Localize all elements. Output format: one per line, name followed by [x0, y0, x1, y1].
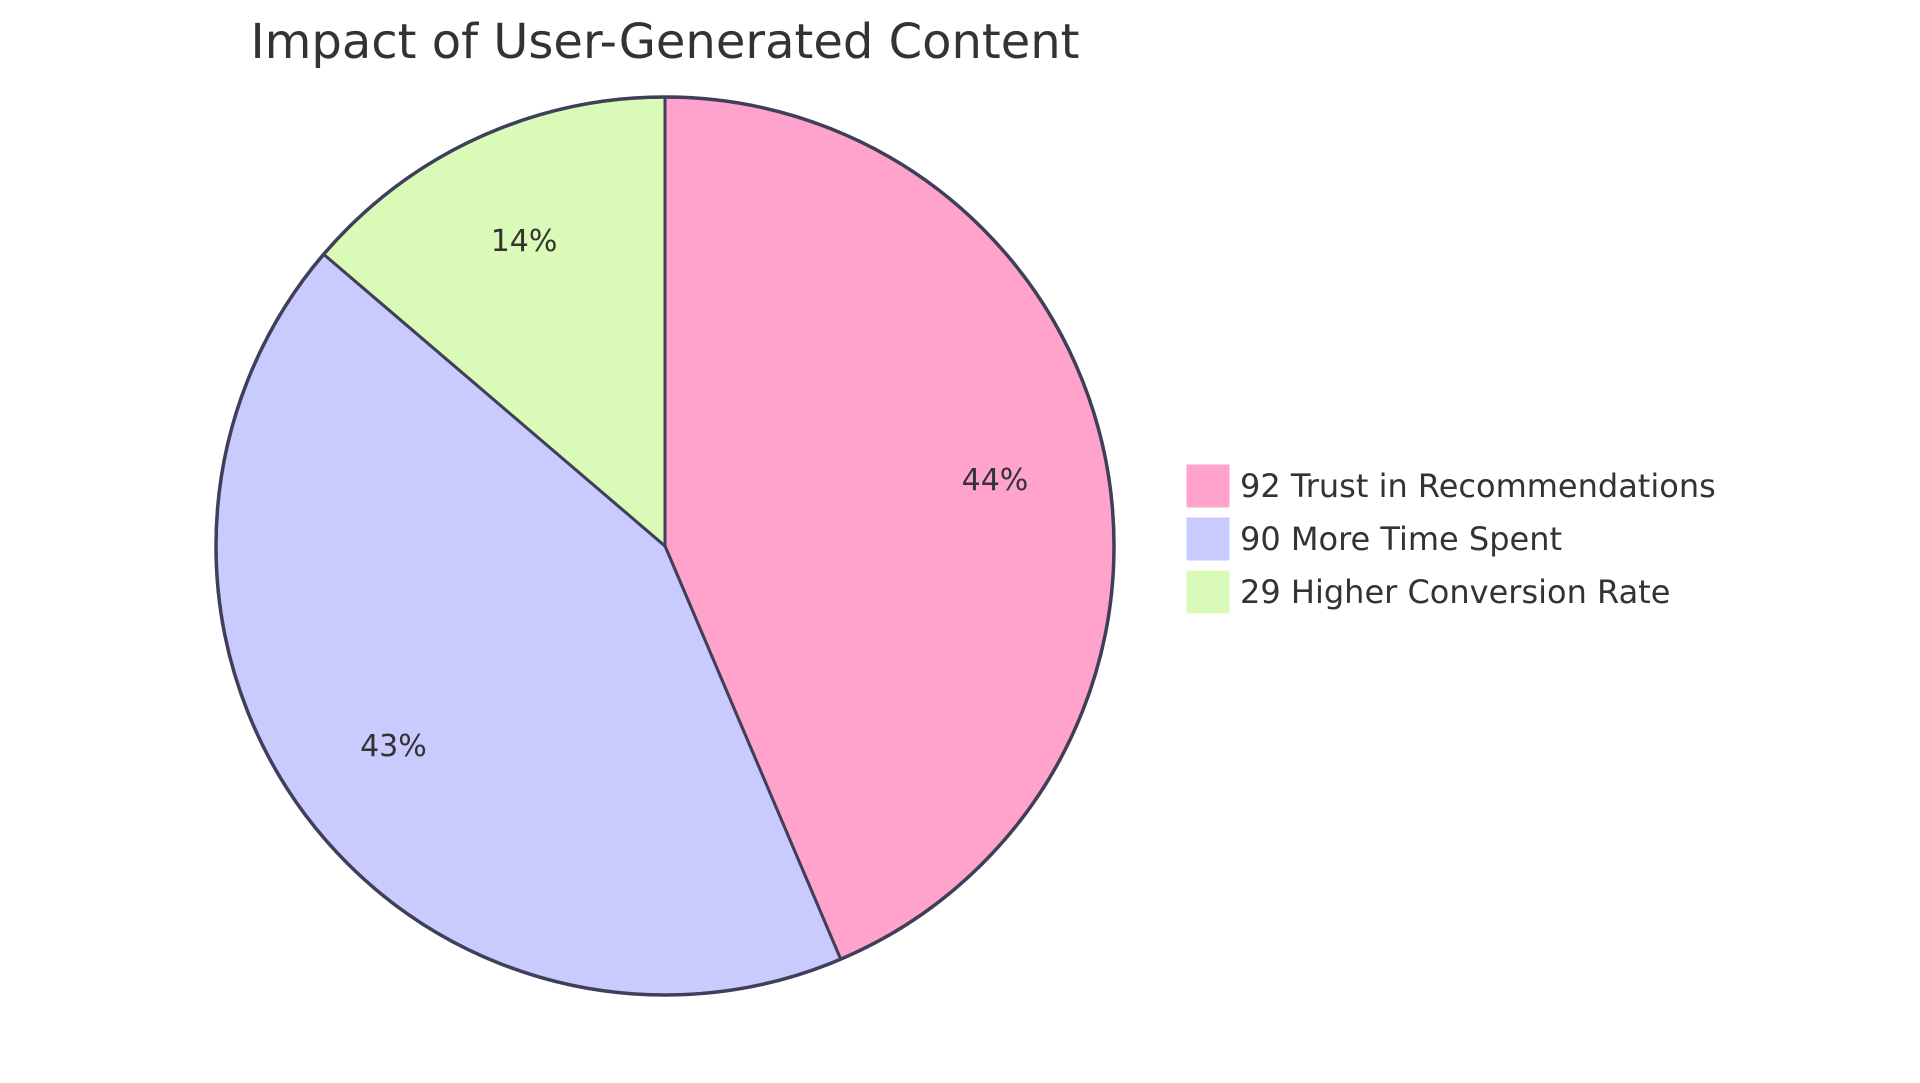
legend-label: 90 More Time Spent [1240, 520, 1562, 558]
legend-label: 92 Trust in Recommendations [1240, 467, 1716, 505]
slice-percent-label: 43% [360, 729, 427, 764]
slice-labels: 44% 43% 14% [360, 224, 1028, 764]
pie-outline [214, 95, 1116, 997]
legend-swatch [1185, 516, 1231, 562]
slice-percent-label: 14% [491, 224, 558, 259]
pie-slices [214, 95, 1116, 997]
chart-title: Impact of User-Generated Content [250, 14, 1079, 70]
legend: 92 Trust in Recommendations 90 More Time … [1185, 463, 1716, 615]
slice-percent-label: 44% [962, 463, 1029, 498]
legend-label: 29 Higher Conversion Rate [1240, 573, 1670, 611]
legend-swatch [1185, 569, 1231, 615]
legend-swatch [1185, 463, 1231, 509]
